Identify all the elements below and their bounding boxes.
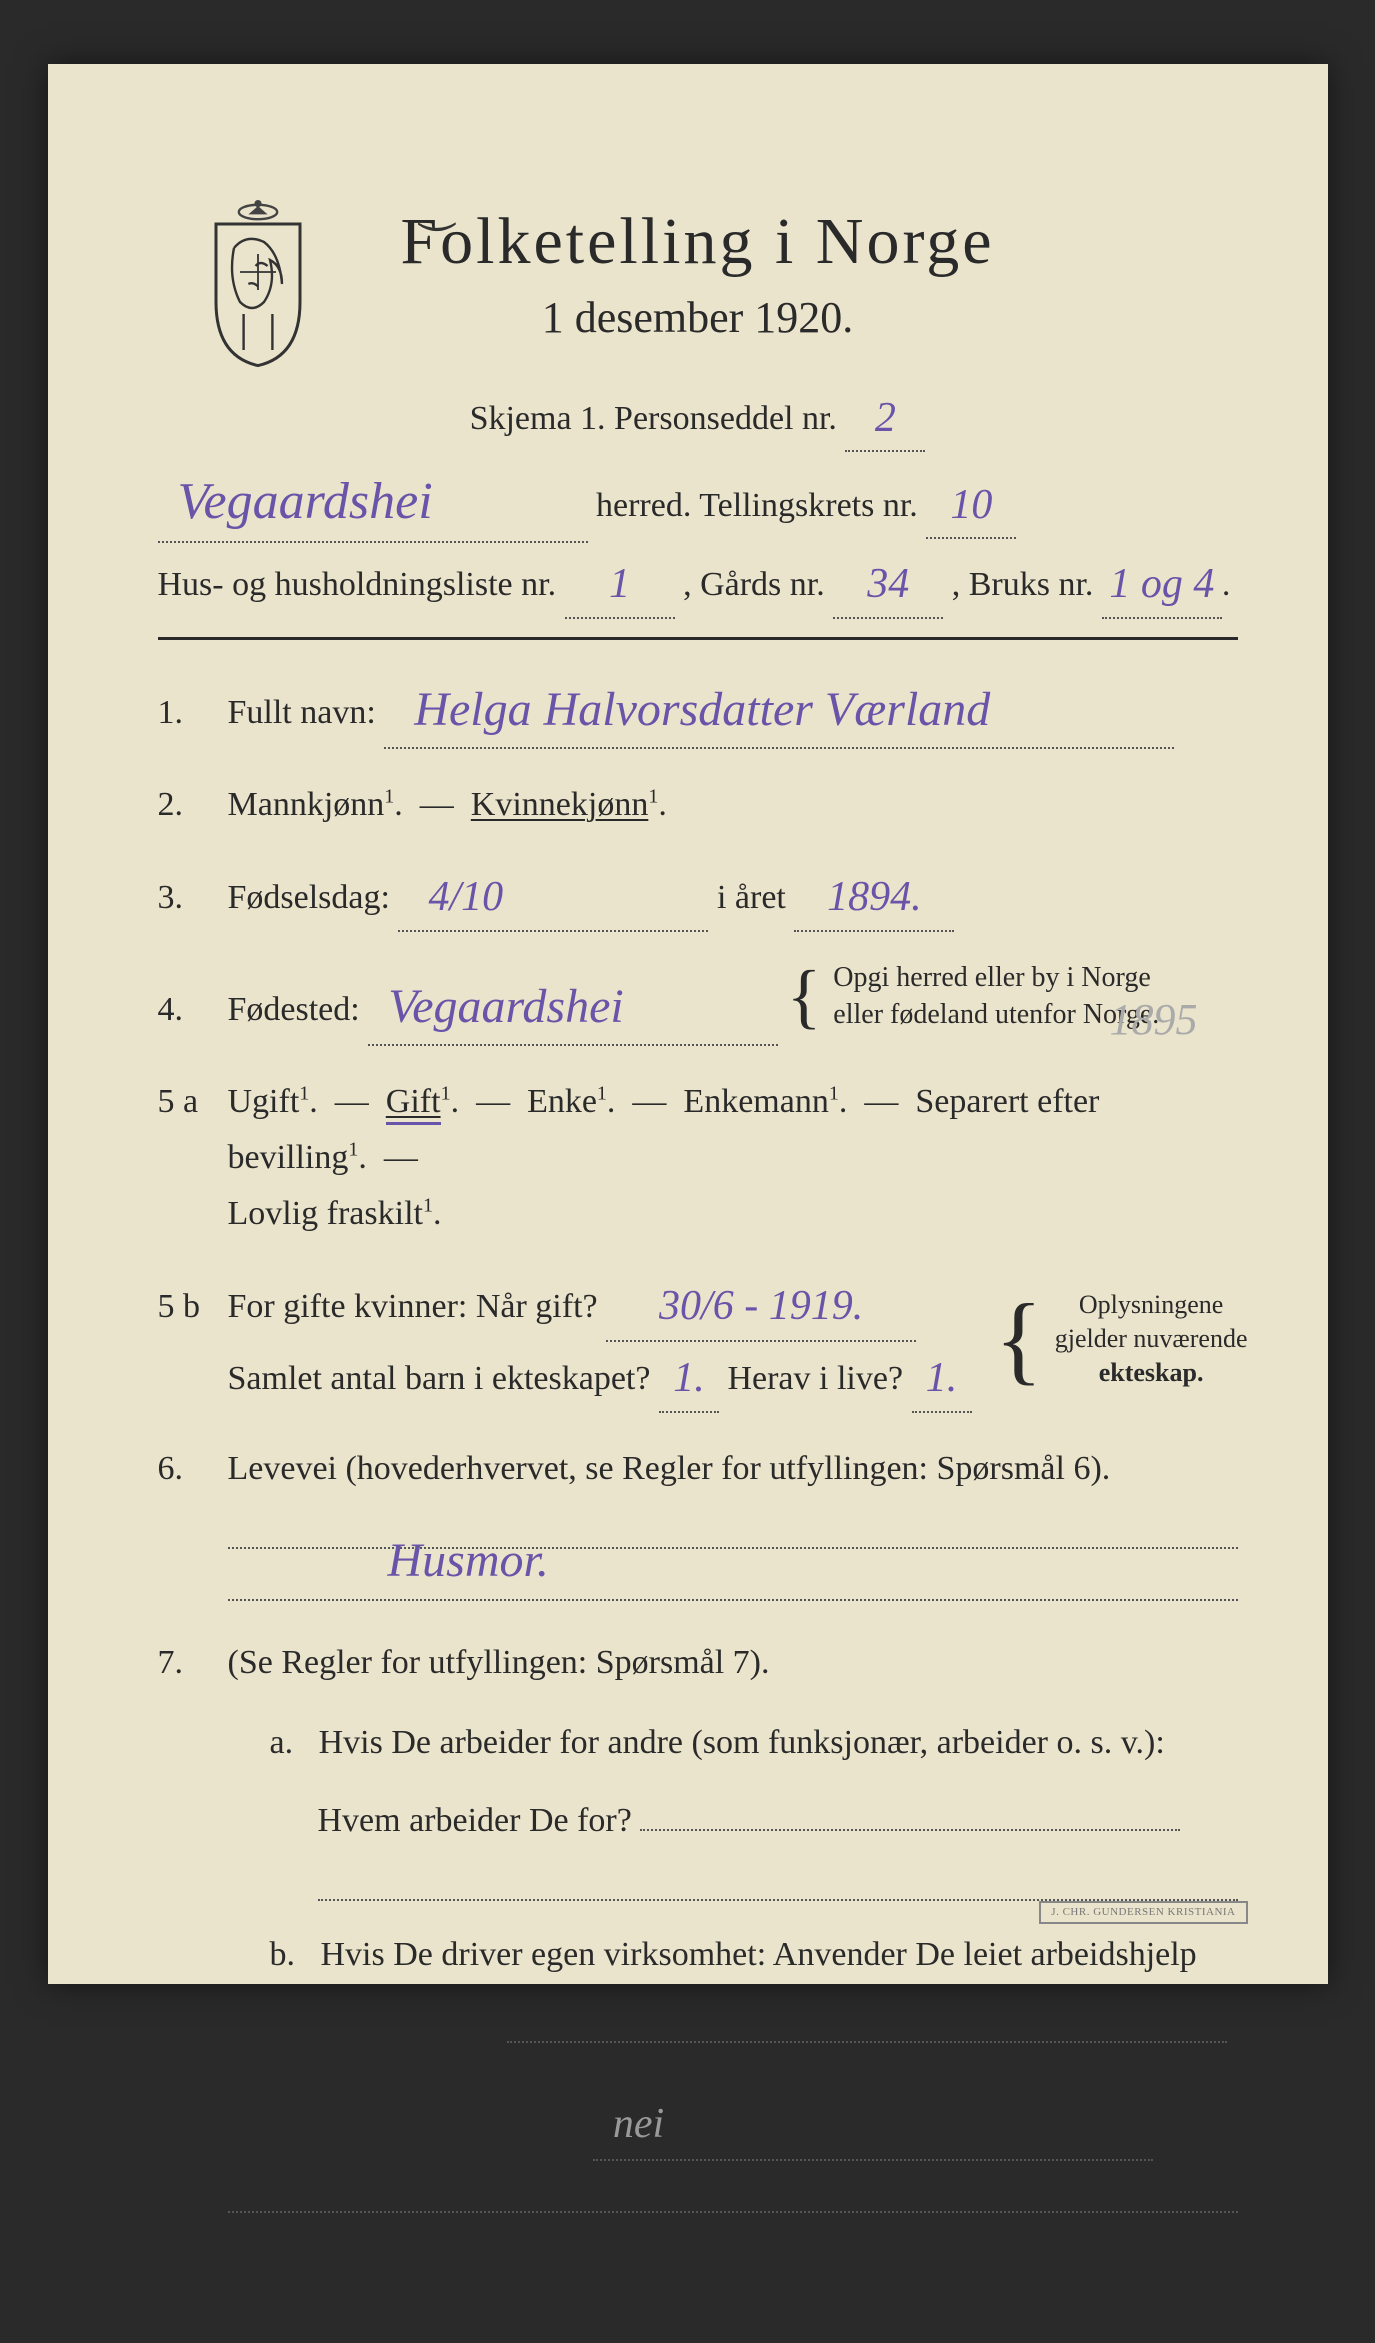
herred-label: herred. Tellingskrets nr. <box>596 487 918 524</box>
form-title: Folketelling i Norge <box>158 204 1238 280</box>
q5b-label2: Samlet antal barn i ekteskapet? <box>228 1360 651 1397</box>
q6: 6. Levevei (hovederhvervet, se Regler fo… <box>158 1441 1238 1601</box>
footnote-understrekning: 1 Her kan svares ved tydelig understrekn… <box>158 2314 1238 2343</box>
q7: 7. (Se Regler for utfyllingen: Spørsmål … <box>158 1635 1238 2061</box>
q5b-children-alive: 1. <box>926 1355 958 1401</box>
q1: 1. Fullt navn: Helga Halvorsdatter Værla… <box>158 668 1238 749</box>
q1-num: 1. <box>158 694 228 732</box>
q2: 2. Mannkjønn1. — Kvinnekjønn1. <box>158 777 1238 833</box>
printer-stamp: J. CHR. GUNDERSEN KRISTIANIA <box>1039 1901 1247 1924</box>
norway-coat-of-arms <box>198 199 318 369</box>
q6-value: Husmor. <box>388 1534 549 1587</box>
q8-num: 8. <box>158 2108 228 2146</box>
q6-label: Levevei (hovederhvervet, se Regler for u… <box>228 1450 1111 1487</box>
q8-value: nei <box>613 2101 664 2147</box>
marginal-1895: 1895 <box>1110 994 1198 1045</box>
skjema-label: Skjema 1. Personseddel nr. <box>470 400 837 437</box>
q5b-note-brace: { Oplysningene gjelder nuværende ekteska… <box>995 1288 1248 1389</box>
q3-year-label: i året <box>717 879 786 916</box>
divider-3 <box>158 2300 1238 2302</box>
q2-num: 2. <box>158 786 228 824</box>
q8: 8. Bierhverv (eller biinntekt) nei <box>158 2090 1238 2213</box>
q4-value: Vegaardshei <box>388 980 624 1033</box>
herred-line: Vegaardshei herred. Tellingskrets nr. 10 <box>158 458 1238 543</box>
q3-num: 3. <box>158 879 228 917</box>
q1-value: Helga Halvorsdatter Værland <box>414 683 990 736</box>
q5a-gift-selected: Gift <box>386 1083 441 1120</box>
q4-note-brace: { Opgi herred eller by i Norge eller fød… <box>787 960 1160 1033</box>
footnote-2-text: Her kan svares ved tydelig understreknin… <box>184 2316 831 2342</box>
q5b-note1: Oplysningene <box>1079 1290 1223 1319</box>
tellingskrets-nr: 10 <box>950 482 992 528</box>
q5b-label1: For gifte kvinner: Når gift? <box>228 1288 598 1325</box>
stray-mark: ⏝ <box>418 182 456 229</box>
q5b-label3: Herav i live? <box>727 1360 903 1397</box>
q5a-ugift: Ugift <box>228 1083 300 1120</box>
personseddel-nr: 2 <box>875 395 896 441</box>
bruks-nr: 1 og 4 <box>1109 561 1214 607</box>
q3-day: 4/10 <box>428 874 503 920</box>
q5b-children-total: 1. <box>673 1355 705 1401</box>
q7b-label: Hvis De driver egen virksomhet: Anvender… <box>321 1936 1197 1973</box>
q5a: 5 a Ugift1. — Gift1. — Enke1. — Enkemann… <box>158 1074 1238 1242</box>
q3: 3. Fødselsdag: 4/10 i året 1894. <box>158 861 1238 932</box>
footnote-nei: Har man ingen biinntekt av nogen betydni… <box>228 2257 1238 2284</box>
q2-female-selected: Kvinnekjønn <box>471 786 649 823</box>
q6-num: 6. <box>158 1450 228 1488</box>
q5a-enkemann: Enkemann <box>683 1083 828 1120</box>
q5b-note3: ekteskap. <box>1099 1358 1204 1387</box>
bruks-label: , Bruks nr. <box>952 566 1094 603</box>
gards-nr: 34 <box>867 561 909 607</box>
q5b-num: 5 b <box>158 1288 228 1326</box>
q7b-blank <box>507 2041 1227 2043</box>
q3-year: 1894. <box>827 874 922 920</box>
census-form-page: ⏝ Folketelling i Norge 1 desember 1920. … <box>48 64 1328 1984</box>
husliste-line: Hus- og husholdningsliste nr. 1 , Gårds … <box>158 549 1238 618</box>
q7a-blank <box>640 1829 1180 1831</box>
q6-blank-line <box>228 1571 1238 1601</box>
q4-label: Fødested: <box>228 991 360 1028</box>
q7a-question: Hvem arbeider De for? <box>318 1802 632 1839</box>
divider-2 <box>228 2243 1028 2245</box>
q7-label: (Se Regler for utfyllingen: Spørsmål 7). <box>228 1644 770 1681</box>
gards-label: , Gårds nr. <box>683 566 825 603</box>
q7a-blank-line <box>318 1871 1238 1901</box>
q5b-married: 30/6 - 1919. <box>659 1283 863 1329</box>
q2-male: Mannkjønn <box>228 786 385 823</box>
divider-1 <box>158 637 1238 640</box>
husliste-nr: 1 <box>609 561 630 607</box>
q1-label: Fullt navn: <box>228 694 376 731</box>
q7a-letter: a. <box>270 1724 311 1761</box>
q7a-label: Hvis De arbeider for andre (som funksjon… <box>319 1724 1165 1761</box>
q7-num: 7. <box>158 1644 228 1682</box>
q5b-note2: gjelder nuværende <box>1055 1324 1248 1353</box>
q7b-letter: b. <box>270 1936 313 1973</box>
herred-value: Vegaardshei <box>178 473 433 530</box>
q5b: 5 b For gifte kvinner: Når gift? 30/6 - … <box>158 1270 1238 1413</box>
q7b-question: (ja eller nei)? <box>318 2014 499 2051</box>
q3-label: Fødselsdag: <box>228 879 390 916</box>
q5a-enke: Enke <box>527 1083 597 1120</box>
husliste-label: Hus- og husholdningsliste nr. <box>158 566 557 603</box>
q5a-separert: Separert efter bevilling <box>228 1083 1100 1176</box>
skjema-line: Skjema 1. Personseddel nr. 2 <box>158 383 1238 452</box>
form-subtitle: 1 desember 1920. <box>158 292 1238 343</box>
q8-label: Bierhverv (eller biinntekt) <box>228 2108 585 2145</box>
q4-note1: Opgi herred eller by i Norge <box>833 962 1151 993</box>
q4: 4. Fødested: Vegaardshei { Opgi herred e… <box>158 960 1238 1046</box>
q8-blank-line <box>228 2183 1238 2213</box>
q5a-num: 5 a <box>158 1083 228 1121</box>
q4-num: 4. <box>158 991 228 1029</box>
q5a-fraskilt: Lovlig fraskilt <box>228 1195 423 1232</box>
